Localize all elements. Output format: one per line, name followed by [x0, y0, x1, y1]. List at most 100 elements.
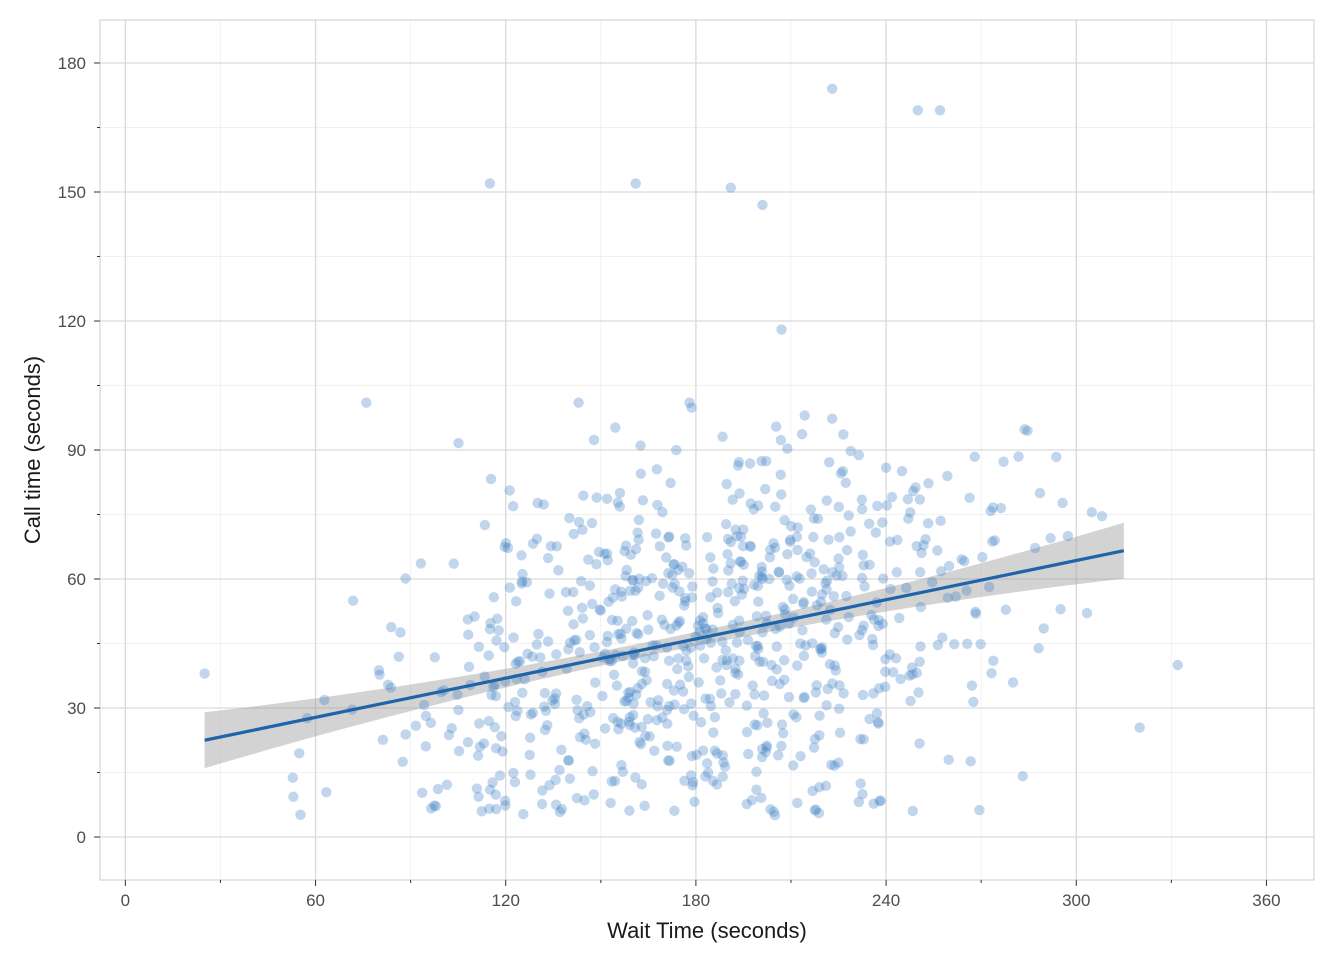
data-point — [663, 568, 673, 578]
data-point — [915, 567, 925, 577]
data-point — [937, 632, 947, 642]
data-point — [821, 614, 831, 624]
data-point — [735, 556, 745, 566]
data-point — [718, 772, 728, 782]
data-point — [858, 560, 868, 570]
data-point — [792, 798, 802, 808]
data-point — [726, 183, 736, 193]
data-point — [684, 672, 694, 682]
data-point — [753, 500, 763, 510]
data-point — [772, 641, 782, 651]
data-point — [760, 484, 770, 494]
data-point — [589, 435, 599, 445]
data-point — [653, 695, 663, 705]
data-point — [400, 573, 410, 583]
data-point — [797, 429, 807, 439]
data-point — [490, 722, 500, 732]
data-point — [788, 594, 798, 604]
data-point — [540, 688, 550, 698]
data-point — [615, 488, 625, 498]
data-point — [533, 629, 543, 639]
data-point — [795, 751, 805, 761]
data-point — [578, 613, 588, 623]
data-point — [780, 604, 790, 614]
data-point — [784, 580, 794, 590]
data-point — [484, 650, 494, 660]
data-point — [771, 421, 781, 431]
data-point — [652, 464, 662, 474]
data-point — [583, 554, 593, 564]
data-point — [752, 611, 762, 621]
data-point — [857, 573, 867, 583]
data-point — [834, 704, 844, 714]
data-point — [603, 597, 613, 607]
data-point — [472, 783, 482, 793]
data-point — [493, 625, 503, 635]
data-point — [361, 398, 371, 408]
data-point — [734, 457, 744, 467]
data-point — [673, 565, 683, 575]
x-tick-label: 0 — [121, 891, 130, 910]
data-point — [708, 563, 718, 573]
data-point — [916, 602, 926, 612]
data-point — [575, 647, 585, 657]
chart-svg: 0601201802403003600306090120150180Wait T… — [0, 0, 1344, 960]
data-point — [503, 702, 513, 712]
data-point — [508, 632, 518, 642]
data-point — [792, 660, 802, 670]
data-point — [610, 422, 620, 432]
y-tick-label: 30 — [67, 699, 86, 718]
data-point — [616, 633, 626, 643]
data-point — [480, 520, 490, 530]
data-point — [838, 429, 848, 439]
data-point — [579, 795, 589, 805]
data-point — [977, 552, 987, 562]
data-point — [532, 639, 542, 649]
data-point — [421, 741, 431, 751]
data-point — [662, 719, 672, 729]
data-point — [705, 552, 715, 562]
data-point — [602, 637, 612, 647]
data-point — [594, 547, 604, 557]
y-tick-label: 120 — [58, 312, 86, 331]
data-point — [814, 710, 824, 720]
data-point — [888, 667, 898, 677]
data-point — [799, 693, 809, 703]
data-point — [295, 810, 305, 820]
data-point — [811, 804, 821, 814]
data-point — [722, 479, 732, 489]
data-point — [901, 583, 911, 593]
data-point — [773, 750, 783, 760]
data-point — [721, 645, 731, 655]
data-point — [712, 587, 722, 597]
data-point — [518, 809, 528, 819]
data-point — [932, 545, 942, 555]
data-point — [624, 805, 634, 815]
data-point — [835, 727, 845, 737]
data-point — [854, 450, 864, 460]
data-point — [488, 682, 498, 692]
data-point — [857, 504, 867, 514]
data-point — [808, 532, 818, 542]
data-point — [568, 619, 578, 629]
data-point — [477, 806, 487, 816]
data-point — [573, 398, 583, 408]
data-point — [609, 670, 619, 680]
data-point — [546, 541, 556, 551]
data-point — [569, 529, 579, 539]
data-point — [776, 470, 786, 480]
y-tick-label: 90 — [67, 441, 86, 460]
data-point — [747, 795, 757, 805]
data-point — [881, 462, 891, 472]
data-point — [672, 664, 682, 674]
data-point — [717, 655, 727, 665]
data-point — [998, 457, 1008, 467]
data-point — [812, 600, 822, 610]
data-point — [762, 718, 772, 728]
data-point — [702, 532, 712, 542]
data-point — [905, 507, 915, 517]
data-point — [485, 618, 495, 628]
data-point — [486, 474, 496, 484]
data-point — [814, 730, 824, 740]
data-point — [756, 456, 766, 466]
